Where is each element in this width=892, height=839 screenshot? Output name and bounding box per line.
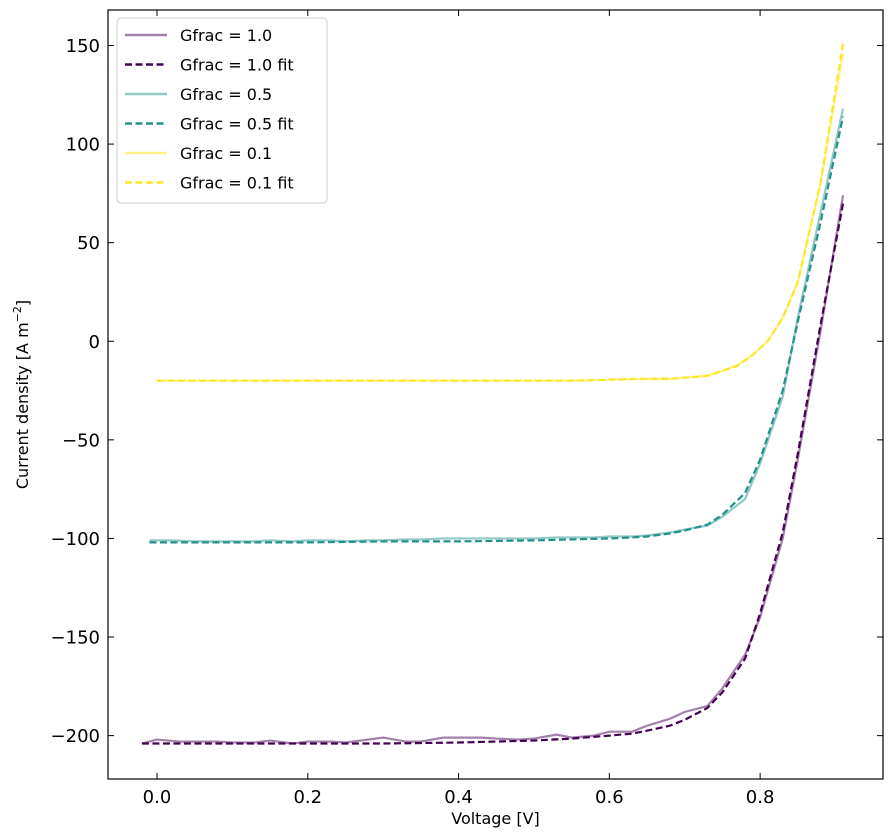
y-tick-label: −100 <box>51 529 100 550</box>
x-tick-label: 0.2 <box>293 787 322 808</box>
legend-label: Gfrac = 0.1 fit <box>180 174 294 193</box>
legend-label: Gfrac = 1.0 fit <box>180 56 294 75</box>
ticks-layer: 0.0 0.2 0.4 0.6 0.8 −200 −150 −100 −50 0 50 100 150 <box>51 10 883 808</box>
series-line-4 <box>149 116 845 544</box>
legend-label: Gfrac = 1.0 <box>180 26 272 45</box>
x-tick-label: 0.8 <box>746 787 775 808</box>
series-line-1 <box>141 195 845 745</box>
y-tick-label: 0 <box>89 332 100 353</box>
y-axis-title-main: Current density [A m <box>13 322 32 489</box>
legend-label: Gfrac = 0.5 fit <box>180 115 294 134</box>
series-line-6 <box>157 43 845 382</box>
x-axis-title: Voltage [V] <box>451 809 540 828</box>
series-layer <box>141 43 845 745</box>
x-tick-label: 0.6 <box>595 787 624 808</box>
legend-label: Gfrac = 0.1 <box>180 144 272 163</box>
y-tick-label: −200 <box>51 726 100 747</box>
y-tick-label: 150 <box>66 36 100 57</box>
y-axis-title-close: ] <box>13 300 32 306</box>
y-axis-title: Current density [A m−2] <box>11 300 32 489</box>
series-line-3 <box>149 108 845 543</box>
y-tick-label: −50 <box>62 430 100 451</box>
x-tick-label: 0.0 <box>143 787 172 808</box>
y-axis-title-superscript: −2 <box>11 306 24 322</box>
plot-frame <box>107 9 884 780</box>
legend-box <box>116 17 328 204</box>
y-tick-label: 100 <box>66 135 100 156</box>
legend-label: Gfrac = 0.5 <box>180 85 272 104</box>
y-tick-label: −150 <box>51 628 100 649</box>
x-tick-label: 0.4 <box>444 787 473 808</box>
y-tick-label: 50 <box>77 233 100 254</box>
series-line-2 <box>141 203 845 745</box>
legend: Gfrac = 1.0 Gfrac = 1.0 fit Gfrac = 0.5 Gfr… <box>116 17 328 204</box>
